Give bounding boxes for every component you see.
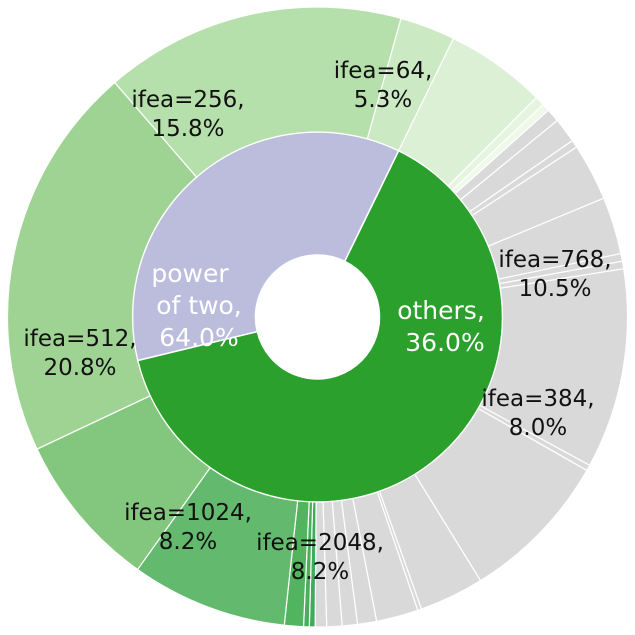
outer-label-ifea-64: ifea=64, 5.3% (334, 58, 433, 113)
outer-slice-ifea-512 (6, 81, 198, 450)
outer-label-ifea-768: ifea=768, 10.5% (498, 247, 611, 302)
outer-label-ifea-512: ifea=512, 20.8% (23, 326, 136, 381)
outer-slice-27 (366, 17, 455, 152)
outer-label-ifea-1024: ifea=1024, 8.2% (124, 500, 252, 555)
outer-label-ifea-384: ifea=384, 8.0% (481, 386, 594, 441)
outer-label-ifea-2048: ifea=2048, 8.2% (256, 530, 384, 585)
inner-label-others: others, 36.0% (397, 296, 485, 357)
inner-label-power-of-two: power of two, 64.0% (151, 259, 241, 352)
outer-label-ifea-256: ifea=256, 15.8% (131, 87, 244, 142)
